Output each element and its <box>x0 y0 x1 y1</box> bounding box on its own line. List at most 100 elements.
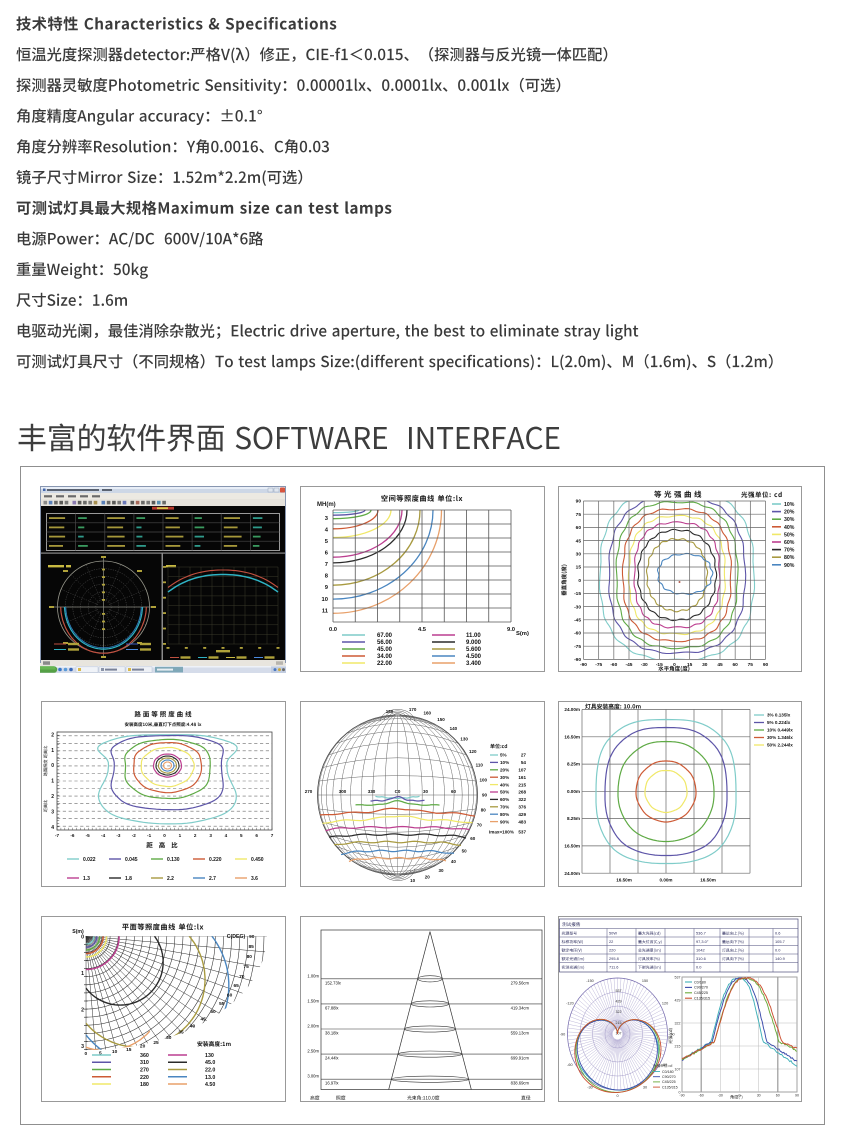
svg-text:C0: C0 <box>395 789 401 794</box>
svg-text:97,3.0°: 97,3.0° <box>696 939 709 944</box>
svg-text:8: 8 <box>325 574 329 580</box>
svg-text:65: 65 <box>234 983 240 989</box>
svg-text:0.130: 0.130 <box>167 857 180 863</box>
svg-text:70%: 70% <box>784 548 795 554</box>
svg-text:30: 30 <box>166 1035 172 1041</box>
svg-text:1.50m: 1.50m <box>307 998 319 1003</box>
svg-text:40%: 40% <box>500 782 509 787</box>
svg-text:105.7: 105.7 <box>775 939 785 944</box>
svg-text:90: 90 <box>795 1094 799 1098</box>
svg-text:16.50m: 16.50m <box>616 878 632 883</box>
svg-text:322: 322 <box>518 797 526 802</box>
svg-text:27: 27 <box>521 753 527 758</box>
svg-text:838.69cm: 838.69cm <box>511 1081 530 1086</box>
svg-text:50W: 50W <box>609 931 617 936</box>
svg-text:711.6: 711.6 <box>609 965 618 970</box>
svg-text:-2: -2 <box>132 833 137 838</box>
svg-text:10%: 10% <box>784 502 795 508</box>
svg-text:0: 0 <box>84 1051 87 1057</box>
svg-text:5: 5 <box>99 1050 102 1056</box>
svg-text:70%: 70% <box>500 805 509 810</box>
svg-text:10: 10 <box>410 878 416 883</box>
svg-text:60: 60 <box>227 992 233 998</box>
svg-text:0: 0 <box>163 833 166 838</box>
svg-text:3.400: 3.400 <box>466 661 482 667</box>
svg-text:2: 2 <box>81 1008 84 1014</box>
svg-text:22.0: 22.0 <box>205 1068 215 1074</box>
svg-text:-60: -60 <box>574 631 581 637</box>
svg-text:45.00: 45.00 <box>377 647 393 653</box>
svg-text:60: 60 <box>451 789 457 794</box>
svg-text:310.6: 310.6 <box>696 956 706 961</box>
svg-text:-1: -1 <box>147 833 152 838</box>
svg-text:22.00: 22.00 <box>377 661 393 667</box>
svg-text:1: 1 <box>81 971 84 977</box>
svg-text:56.00: 56.00 <box>377 640 393 646</box>
svg-text:161: 161 <box>518 775 526 780</box>
svg-text:7: 7 <box>271 833 274 838</box>
svg-text:3% 0.135lx: 3% 0.135lx <box>767 713 791 718</box>
svg-text:45: 45 <box>717 662 723 668</box>
svg-text:537: 537 <box>616 989 622 993</box>
svg-text:60%: 60% <box>500 797 509 802</box>
svg-text:-60: -60 <box>699 1094 704 1098</box>
svg-text:215: 215 <box>518 782 526 787</box>
svg-text:90: 90 <box>482 793 488 798</box>
svg-text:60%: 60% <box>784 540 795 546</box>
svg-text:220: 220 <box>609 948 616 953</box>
svg-text:C0/180: C0/180 <box>694 980 706 984</box>
svg-text:30: 30 <box>576 552 582 558</box>
svg-text:24.00m: 24.00m <box>564 707 580 712</box>
svg-text:2: 2 <box>51 794 54 800</box>
svg-text:-45: -45 <box>626 662 633 668</box>
svg-text:6: 6 <box>255 833 258 838</box>
svg-text:10: 10 <box>322 597 328 603</box>
svg-text:0.6: 0.6 <box>775 931 780 936</box>
svg-text:0.00m: 0.00m <box>567 789 580 794</box>
svg-text:2.2: 2.2 <box>167 876 174 882</box>
svg-text:90: 90 <box>249 934 255 940</box>
svg-text:90%: 90% <box>500 819 509 824</box>
svg-text:S(m): S(m) <box>72 929 84 935</box>
svg-text:3: 3 <box>209 833 212 838</box>
svg-text:9: 9 <box>325 585 329 591</box>
svg-text:376: 376 <box>518 805 526 810</box>
svg-text:60: 60 <box>576 525 582 531</box>
svg-text:15: 15 <box>126 1047 132 1053</box>
svg-text:0.0: 0.0 <box>329 627 337 633</box>
svg-text:C(DEG): C(DEG) <box>227 934 246 940</box>
svg-text:0.00m: 0.00m <box>659 878 672 883</box>
svg-text:107: 107 <box>518 768 526 773</box>
svg-text:-30: -30 <box>641 662 648 668</box>
svg-text:C90/270: C90/270 <box>662 1075 676 1079</box>
svg-text:1: 1 <box>51 779 54 785</box>
svg-text:24.00m: 24.00m <box>564 871 580 876</box>
svg-text:-5: -5 <box>86 833 91 838</box>
svg-text:30: 30 <box>702 662 708 668</box>
svg-text:1: 1 <box>179 833 182 838</box>
svg-text:215: 215 <box>616 1021 622 1025</box>
svg-text:11.00: 11.00 <box>466 633 481 639</box>
svg-text:30: 30 <box>643 1086 647 1090</box>
svg-text:C0/180: C0/180 <box>662 1070 674 1074</box>
svg-text:5.600: 5.600 <box>466 647 482 653</box>
svg-text:50%: 50% <box>500 790 509 795</box>
svg-text:80%: 80% <box>500 812 509 817</box>
svg-text:-4: -4 <box>101 833 106 838</box>
svg-text:16.50m: 16.50m <box>700 878 716 883</box>
svg-text:4.500: 4.500 <box>466 654 482 660</box>
svg-text:30: 30 <box>423 789 429 794</box>
svg-text:3.00m: 3.00m <box>307 1074 319 1079</box>
svg-text:-3: -3 <box>116 833 121 838</box>
svg-text:0.0: 0.0 <box>775 948 781 953</box>
svg-text:-75: -75 <box>595 662 602 668</box>
svg-text:16.97lx: 16.97lx <box>325 1081 339 1086</box>
svg-text:60: 60 <box>776 1094 780 1098</box>
svg-text:2.00m: 2.00m <box>307 1024 319 1029</box>
svg-text:120: 120 <box>469 749 477 754</box>
svg-text:85: 85 <box>249 944 255 950</box>
svg-text:220: 220 <box>140 1075 149 1081</box>
svg-text:-15: -15 <box>656 662 663 668</box>
svg-text:4: 4 <box>51 825 54 831</box>
svg-text:13.0: 13.0 <box>205 1075 215 1081</box>
